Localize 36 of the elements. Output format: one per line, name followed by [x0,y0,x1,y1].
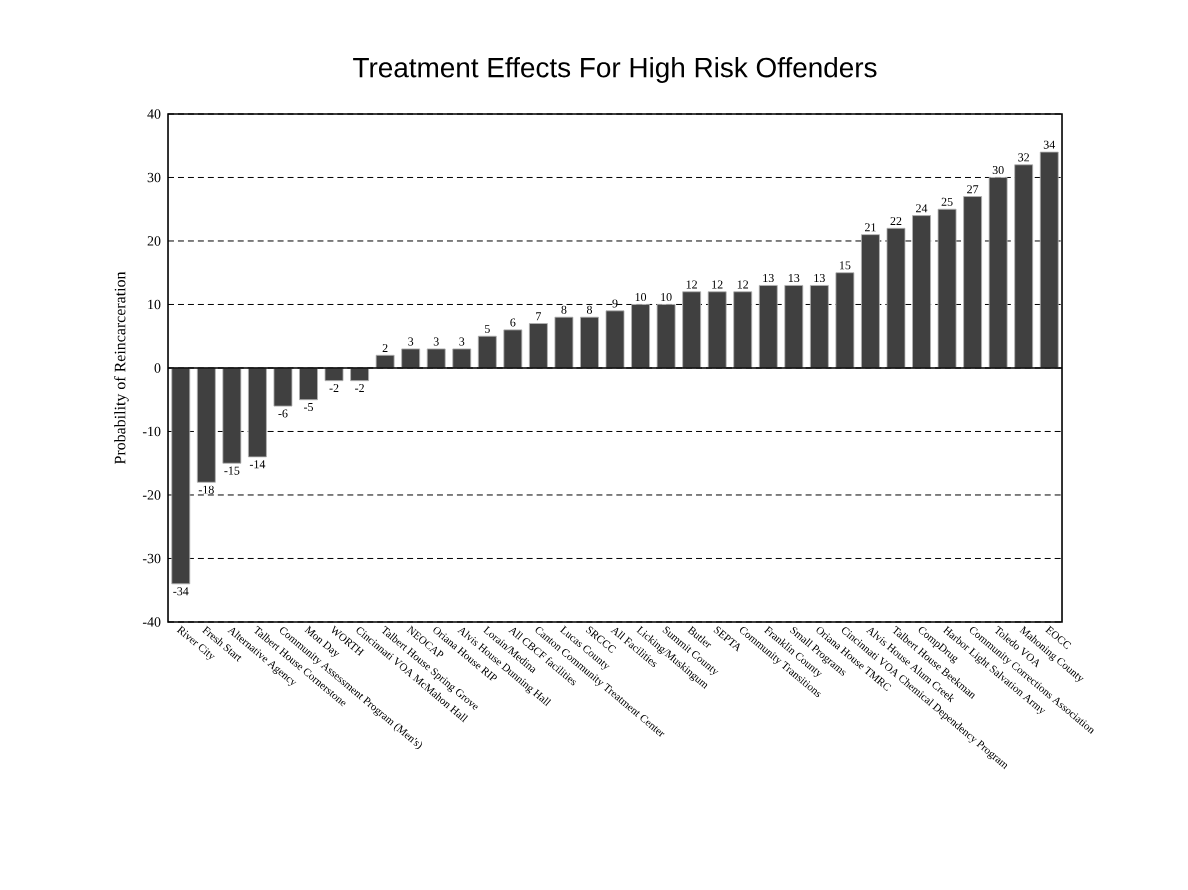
bar [1039,151,1059,369]
bar [273,367,293,407]
bar [171,367,191,585]
bar [682,291,702,369]
bar [401,348,421,369]
bar [809,285,829,369]
bar [222,367,242,464]
bar [426,348,446,369]
chart-title: Treatment Effects For High Risk Offenders [353,56,877,83]
bar [503,329,523,369]
bar [554,316,574,369]
bar [707,291,727,369]
bar [784,285,804,369]
bar [886,227,906,369]
bar [580,316,599,369]
bar [477,335,497,369]
bar [758,285,778,369]
bar [324,367,344,382]
bar [861,234,880,369]
bar [248,367,267,458]
bar [299,367,318,401]
bar [605,310,625,369]
bar [937,208,957,369]
bar [988,177,1008,369]
bar [350,367,369,382]
bar [375,354,395,369]
bar [631,304,650,369]
bar [912,215,931,369]
bar [733,291,753,369]
bar [196,367,216,483]
bar [1014,164,1034,369]
bar [452,348,472,369]
bar [656,304,676,369]
bar [963,196,983,369]
bar [835,272,855,369]
bar [528,323,548,369]
